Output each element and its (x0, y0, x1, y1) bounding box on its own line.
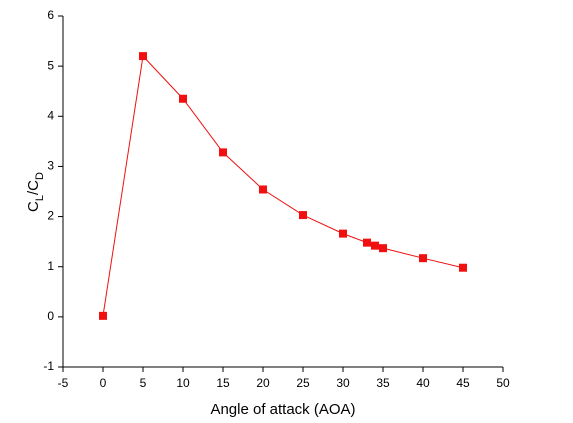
x-tick-label: 5 (140, 376, 147, 390)
marker (259, 185, 267, 194)
marker (371, 241, 379, 250)
x-tick-label: 15 (216, 376, 230, 390)
marker (339, 229, 347, 238)
x-tick-label: 30 (336, 376, 350, 390)
y-tick-label: 6 (47, 8, 54, 22)
marker (179, 94, 187, 103)
x-tick-label: 10 (176, 376, 190, 390)
x-tick-label: 25 (296, 376, 310, 390)
x-tick-label: 20 (256, 376, 270, 390)
x-tick-label: 35 (376, 376, 390, 390)
y-axis-label-part: C (25, 201, 42, 212)
marker (379, 244, 387, 253)
marker (99, 311, 107, 320)
y-tick-label: 2 (47, 209, 54, 223)
x-axis-label: Angle of attack (AOA) (210, 401, 355, 418)
y-tick-label: 5 (47, 58, 54, 72)
y-axis-label-part: /C (25, 180, 42, 195)
y-axis-label-part: L (34, 195, 46, 201)
marker (299, 211, 307, 220)
x-tick-label: -5 (58, 376, 69, 390)
y-tick-label: 3 (47, 159, 54, 173)
marker (139, 52, 147, 61)
y-axis-label: CL/CD (25, 172, 46, 212)
marker (419, 254, 427, 263)
x-tick-label: 40 (416, 376, 430, 390)
y-tick-label: 0 (47, 309, 54, 323)
marker (459, 263, 467, 272)
y-tick-label: -1 (43, 359, 54, 373)
marker (363, 238, 371, 247)
y-axis-label-part: D (34, 172, 46, 180)
x-tick-label: 0 (100, 376, 107, 390)
line (102, 55, 464, 316)
y-tick-label: 4 (47, 108, 54, 122)
x-tick-label: 50 (496, 376, 510, 390)
x-tick-label: 45 (456, 376, 470, 390)
y-tick-label: 1 (47, 259, 54, 273)
marker (219, 148, 227, 157)
